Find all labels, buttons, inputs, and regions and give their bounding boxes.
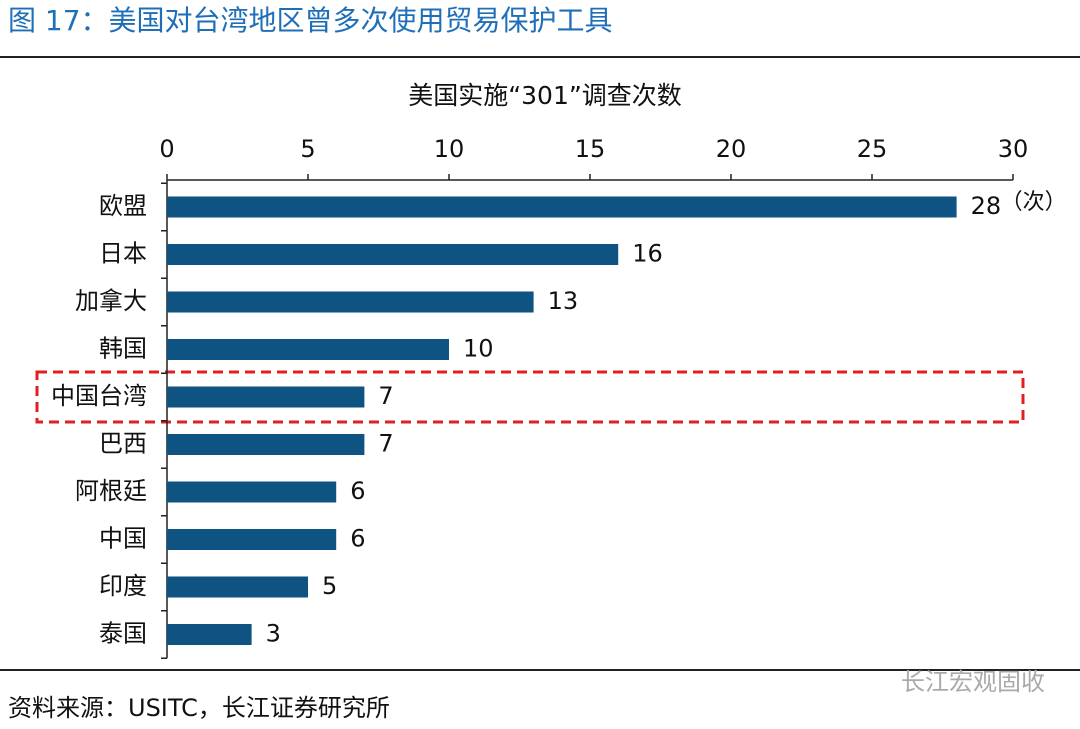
y-tick-label: 中国台湾 (51, 382, 147, 410)
bar (167, 291, 534, 313)
x-tick-label: 25 (857, 135, 888, 163)
value-label: 10 (463, 335, 494, 363)
y-tick-label: 泰国 (99, 620, 147, 648)
highlight-box (35, 370, 1025, 424)
bar (167, 434, 365, 455)
value-label: 6 (350, 525, 365, 553)
y-tick-label: 印度 (99, 572, 147, 600)
value-label: 6 (350, 477, 365, 505)
value-label: 16 (632, 240, 663, 268)
value-label: 28 (971, 192, 1002, 220)
y-tick-label: 加拿大 (75, 287, 147, 315)
value-label: 13 (548, 287, 579, 315)
bar (167, 339, 449, 360)
y-tick-label: 巴西 (99, 430, 147, 458)
value-label: 5 (322, 572, 337, 600)
bar (167, 196, 957, 218)
bar (167, 386, 365, 408)
bar (167, 624, 252, 645)
bar (167, 576, 308, 598)
value-label: 3 (266, 620, 281, 648)
x-tick-label: 10 (434, 135, 465, 163)
y-tick-label: 欧盟 (99, 192, 147, 220)
watermark: 长江宏观固收 (901, 668, 1045, 696)
bar (167, 244, 619, 265)
y-tick-label: 阿根廷 (75, 477, 147, 505)
x-tick-label: 15 (575, 135, 606, 163)
y-tick-label: 韩国 (99, 335, 147, 363)
unit-annotation: （次） (1001, 190, 1067, 215)
x-tick-label: 20 (716, 135, 747, 163)
figure-title: 图 17：美国对台湾地区曾多次使用贸易保护工具 (8, 4, 613, 37)
y-tick-label: 日本 (99, 240, 147, 268)
x-tick-label: 5 (300, 135, 315, 163)
bar (167, 529, 337, 550)
bar (167, 481, 337, 503)
value-label: 7 (378, 430, 393, 458)
x-tick-label: 0 (159, 135, 174, 163)
chart-title: 美国实施“301”调查次数 (408, 81, 682, 110)
y-tick-label: 中国 (99, 525, 147, 553)
value-label: 7 (378, 382, 393, 410)
source-note: 资料来源：USITC，长江证券研究所 (8, 694, 390, 722)
x-tick-label: 30 (998, 135, 1029, 163)
